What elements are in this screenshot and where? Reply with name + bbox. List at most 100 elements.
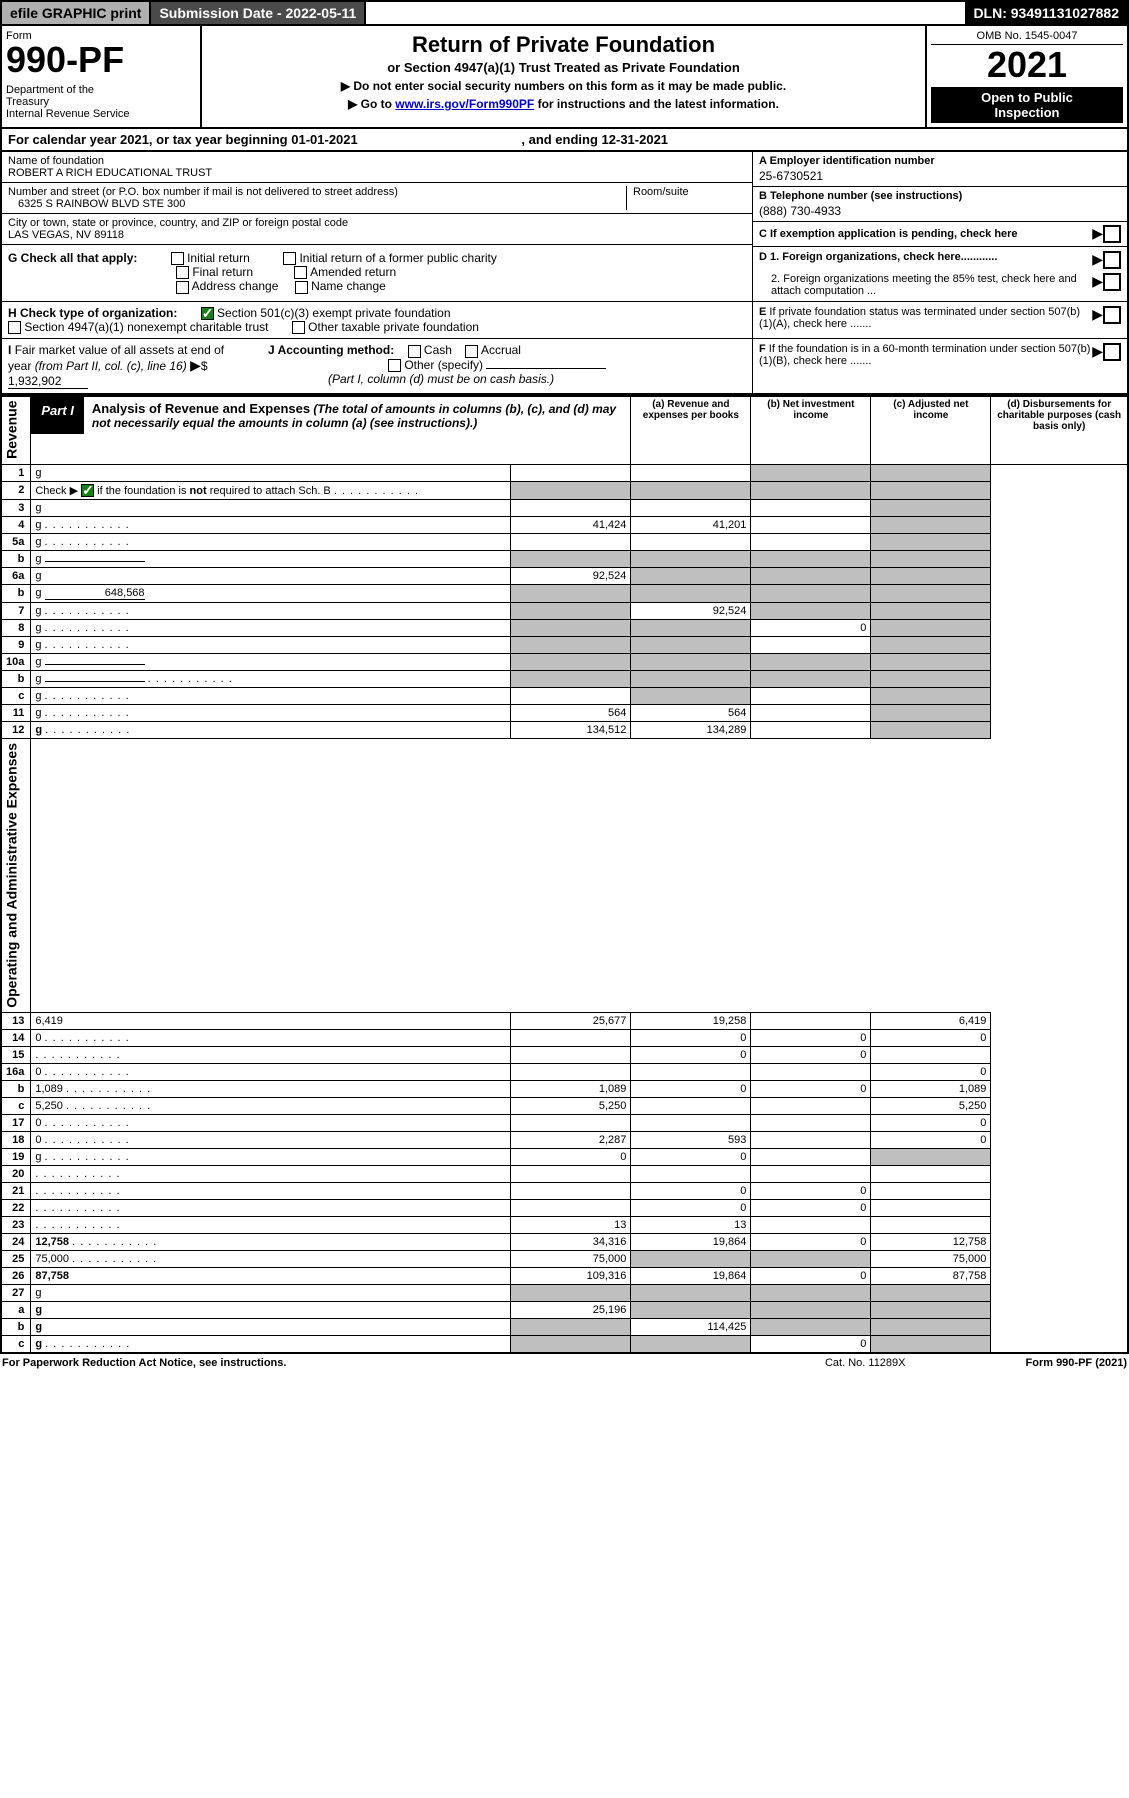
cb-cash[interactable] [408,345,421,358]
table-row: 16a0 0 [1,1063,1128,1080]
cell-value: 0 [631,1148,751,1165]
table-row: ag25,196 [1,1301,1128,1318]
table-row: 7g 92,524 [1,603,1128,620]
row-num: 9 [1,637,31,654]
table-row: 11g 564564 [1,705,1128,722]
j-other-field[interactable] [486,368,606,369]
cell-value: 0 [871,1131,991,1148]
j-cash: Cash [424,343,452,357]
cell-grey [631,671,751,688]
row-num: 14 [1,1029,31,1046]
form-number: 990-PF [6,42,196,78]
cell-grey [511,1335,631,1353]
cell-grey [511,671,631,688]
cell-value: 134,289 [631,722,751,739]
cell-grey [631,1284,751,1301]
cell-value [751,688,871,705]
part1-title: Analysis of Revenue and Expenses (The to… [84,397,630,434]
g-opt-4: Amended return [310,265,396,279]
cell-grey [631,585,751,603]
cell-value: 114,425 [631,1318,751,1335]
part1-tag: Part I [31,397,84,434]
h-opt3: Other taxable private foundation [308,320,479,334]
row-num: 3 [1,500,31,517]
cell-grey [871,654,991,671]
row-num: a [1,1301,31,1318]
phone-value: (888) 730-4933 [759,204,1121,218]
cell-value: 41,424 [511,517,631,534]
cell-grey [631,620,751,637]
cb-amended[interactable] [294,266,307,279]
ein-cell: A Employer identification number 25-6730… [753,152,1127,187]
instr2-pre: ▶ Go to [348,97,395,111]
cell-value [511,1029,631,1046]
cell-value [511,1165,631,1182]
cb-final-return[interactable] [176,266,189,279]
row-desc: 0 [31,1131,511,1148]
cb-schb[interactable] [81,484,94,497]
cb-d2[interactable] [1103,273,1121,291]
cb-address-change[interactable] [176,281,189,294]
cal-end: 12-31-2021 [602,132,669,147]
h-label: H Check type of organization: [8,306,177,320]
j-other-label: Other (specify) [404,358,483,372]
city-cell: City or town, state or province, country… [2,214,752,245]
cell-grey [751,654,871,671]
row-desc: g [31,1335,511,1353]
exemption-checkbox[interactable] [1103,225,1121,243]
table-row: 12g 134,512134,289 [1,722,1128,739]
cell-grey [751,568,871,585]
cb-4947[interactable] [8,321,21,334]
cell-value [631,1165,751,1182]
table-row: c5,250 5,2505,250 [1,1097,1128,1114]
side-expenses: Operating and Administrative Expenses [1,739,31,1013]
phone-label: B Telephone number (see instructions) [759,190,1121,202]
efile-print-button[interactable]: efile GRAPHIC print [2,2,151,24]
cb-501c3[interactable] [201,307,214,320]
page-footer: For Paperwork Reduction Act Notice, see … [0,1354,1129,1372]
address: 6325 S RAINBOW BLVD STE 300 [8,198,626,210]
table-row: 19g 00 [1,1148,1128,1165]
cb-name-change[interactable] [295,281,308,294]
cell-grey [751,464,871,481]
cal-text1: For calendar year 2021, or tax year begi… [8,132,291,147]
cell-grey [871,603,991,620]
side-revenue: Revenue [1,396,31,464]
cb-accrual[interactable] [465,345,478,358]
cal-text2: , and ending [521,132,601,147]
cb-initial-former[interactable] [283,252,296,265]
city-label: City or town, state or province, country… [8,217,746,229]
g-opt-3: Initial return of a former public charit… [299,251,496,265]
cb-other-taxable[interactable] [292,321,305,334]
cb-other-method[interactable] [388,359,401,372]
cell-value [751,1097,871,1114]
cb-f[interactable] [1103,343,1121,361]
cell-value: 2,287 [511,1131,631,1148]
cell-value [751,1131,871,1148]
cb-initial-return[interactable] [171,252,184,265]
cell-value: 109,316 [511,1267,631,1284]
cell-value [511,534,631,551]
cell-grey [751,603,871,620]
row-desc: g [31,534,511,551]
cell-value [751,500,871,517]
cb-e[interactable] [1103,306,1121,324]
cell-value [511,1182,631,1199]
cb-d1[interactable] [1103,251,1121,269]
row-num: c [1,1335,31,1353]
cell-value: 5,250 [871,1097,991,1114]
instr-1: ▶ Do not enter social security numbers o… [208,79,919,93]
row-desc: 0 [31,1063,511,1080]
cell-grey [871,551,991,568]
arrow-icon: ▶ [1092,343,1103,389]
cell-value: 25,196 [511,1301,631,1318]
d1-label: D 1. Foreign organizations, check here..… [759,251,1092,269]
cell-value: 75,000 [511,1250,631,1267]
table-row: 180 2,2875930 [1,1131,1128,1148]
table-row: 136,41925,67719,2586,419 [1,1012,1128,1029]
cell-value: 5,250 [511,1097,631,1114]
cell-value [751,1165,871,1182]
row-desc: g [31,688,511,705]
irs-link[interactable]: www.irs.gov/Form990PF [395,97,534,111]
table-row: bg [1,551,1128,568]
